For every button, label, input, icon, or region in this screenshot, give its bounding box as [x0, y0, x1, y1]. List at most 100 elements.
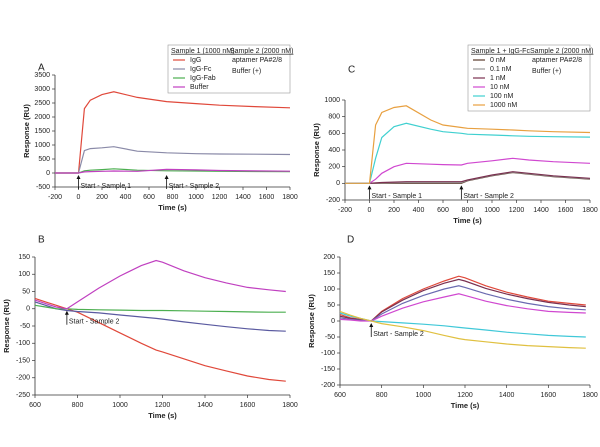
x-tick-label: 1800 [582, 207, 598, 214]
y-tick-label: 3500 [34, 72, 50, 79]
y-tick-label: -500 [36, 184, 50, 191]
legend-box [467, 44, 591, 112]
arrow-head [459, 185, 464, 190]
series-line [34, 304, 286, 313]
y-tick-label: -200 [326, 197, 340, 204]
legend-title: Sample 1 (1000 nM) [171, 48, 234, 55]
x-tick-label: 1800 [582, 392, 598, 399]
y-tick-label: 500 [38, 156, 50, 163]
y-tick-label: -200 [321, 382, 335, 389]
y-tick-label: -50 [20, 323, 30, 330]
y-tick-label: 0 [46, 170, 50, 177]
x-tick-label: 0 [77, 194, 81, 201]
series-line [55, 146, 291, 174]
legend-label: 0 nM [490, 57, 506, 64]
y-tick-label: 0 [331, 318, 335, 325]
y-tick-label: 150 [18, 254, 30, 261]
annotation-text: Start - Sample 1 [372, 193, 423, 200]
y-tick-label: 200 [323, 254, 335, 261]
series-line [339, 293, 586, 322]
y-tick-label: 600 [328, 130, 340, 137]
x-tick-label: 1000 [416, 392, 432, 399]
legend-label: IgG-Fc [190, 66, 212, 73]
legend-label: Buffer (+) [532, 68, 561, 75]
x-tick-label: -200 [48, 194, 62, 201]
series-line [339, 278, 586, 322]
annotation-text: Start - Sample 2 [463, 193, 514, 200]
x-axis-label: Time (s) [158, 203, 187, 212]
legend-title: Sample 2 (2000 nM) [230, 48, 293, 55]
y-axis-label: Response (RU) [2, 299, 11, 353]
arrow-head [76, 175, 81, 179]
y-tick-label: 2500 [34, 100, 50, 107]
x-tick-label: 1000 [188, 194, 204, 201]
x-tick-label: 600 [334, 392, 346, 399]
x-tick-label: 1200 [509, 207, 525, 214]
x-tick-label: 1200 [155, 402, 171, 409]
series-line [339, 310, 586, 349]
x-tick-label: 800 [462, 207, 474, 214]
legend-label: aptamer PA#2/8 [232, 57, 282, 64]
x-tick-label: 200 [96, 194, 108, 201]
annotation-text: Start - Sample 2 [69, 319, 120, 326]
panel-letter: A [38, 63, 45, 74]
y-tick-label: 1000 [34, 142, 50, 149]
y-tick-label: 200 [328, 164, 340, 171]
y-tick-label: 100 [18, 271, 30, 278]
x-tick-label: 1200 [457, 392, 473, 399]
x-tick-label: 1600 [259, 194, 275, 201]
legend-label: 10 nM [490, 84, 510, 91]
series-line [34, 301, 286, 332]
series-line [34, 259, 286, 310]
x-tick-label: 800 [167, 194, 179, 201]
legend-label: 100 nM [490, 93, 514, 100]
series-line [34, 297, 286, 382]
legend-box [167, 44, 291, 94]
series-line [55, 91, 291, 174]
y-axis-label: Response (RU) [22, 104, 31, 158]
x-tick-label: 1400 [533, 207, 549, 214]
arrow-head [164, 175, 169, 179]
series-line [345, 105, 591, 184]
annotation-text: Start - Sample 2 [373, 331, 424, 338]
x-tick-label: 800 [376, 392, 388, 399]
legend-label: Buffer [190, 84, 209, 91]
y-tick-label: -100 [16, 340, 30, 347]
annotation-text: Start - Sample 1 [81, 183, 132, 190]
x-tick-label: 600 [437, 207, 449, 214]
x-tick-label: 1600 [541, 392, 557, 399]
arrow-head [64, 310, 69, 315]
panel-letter: C [348, 65, 355, 76]
x-tick-label: 1600 [558, 207, 574, 214]
x-tick-label: 800 [72, 402, 84, 409]
series-line [345, 157, 591, 184]
y-tick-label: 0 [26, 306, 30, 313]
x-tick-label: 600 [143, 194, 155, 201]
x-tick-label: 1000 [484, 207, 500, 214]
y-tick-label: -250 [16, 392, 30, 399]
y-tick-label: 2000 [34, 114, 50, 121]
y-tick-label: -150 [16, 357, 30, 364]
x-tick-label: 1400 [197, 402, 213, 409]
legend-label: 1 nM [490, 75, 506, 82]
x-tick-label: 600 [29, 402, 41, 409]
arrow-head [369, 323, 374, 327]
x-tick-label: 1600 [240, 402, 256, 409]
legend-label: IgG [190, 57, 201, 64]
legend-title: Sample 1 + IgG-Fc [471, 48, 530, 55]
legend-label: Buffer (+) [232, 68, 261, 75]
series-line [55, 168, 291, 174]
x-tick-label: 400 [120, 194, 132, 201]
y-axis-label: Response (RU) [312, 123, 321, 177]
y-tick-label: 800 [328, 114, 340, 121]
y-tick-label: 400 [328, 147, 340, 154]
x-axis-label: Time (s) [451, 401, 480, 410]
x-tick-label: 1800 [282, 194, 298, 201]
x-tick-label: 1800 [282, 402, 298, 409]
y-tick-label: -200 [16, 375, 30, 382]
x-tick-label: -200 [338, 207, 352, 214]
x-tick-label: 200 [388, 207, 400, 214]
y-tick-label: 100 [323, 286, 335, 293]
x-tick-label: 0 [368, 207, 372, 214]
y-tick-label: -50 [325, 334, 335, 341]
